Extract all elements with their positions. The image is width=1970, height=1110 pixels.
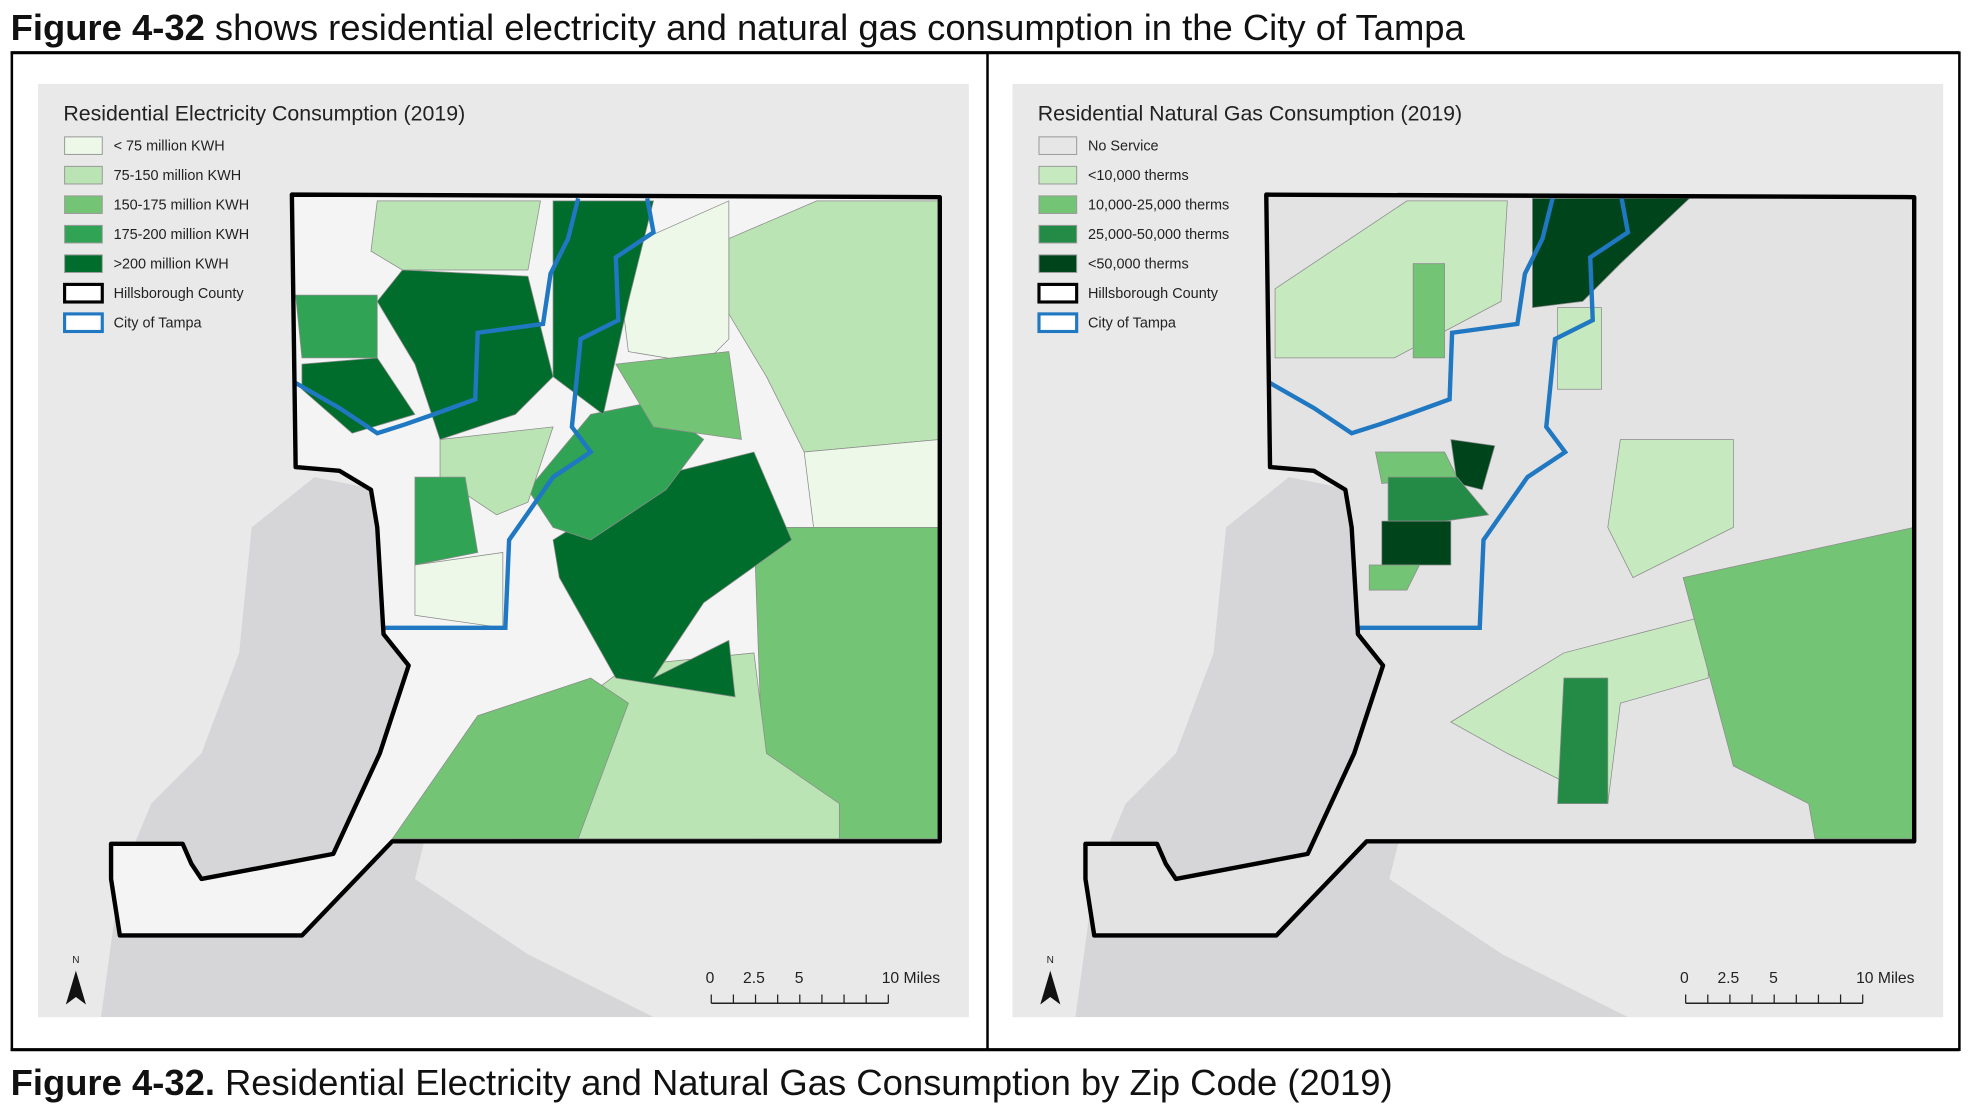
- legend-label: Hillsborough County: [114, 286, 245, 302]
- map-title: Residential Electricity Consumption (201…: [63, 102, 465, 126]
- legend-label: <10,000 therms: [1088, 168, 1189, 184]
- scale-label: 5: [1769, 970, 1778, 987]
- legend-label: 75-150 million KWH: [114, 168, 242, 184]
- legend-swatch: [64, 136, 103, 155]
- legend-swatch: [64, 165, 103, 185]
- heading: Figure 4-32 shows residential electricity…: [11, 7, 1466, 48]
- legend-swatch: [64, 224, 103, 244]
- map-overlays: Residential Electricity Consumption (201…: [63, 102, 1915, 1005]
- electricity-map: [38, 84, 969, 1018]
- north-arrow: [65, 970, 86, 1005]
- legend-label: >200 million KWH: [114, 257, 229, 273]
- map-annotations: Residential Electricity Consumption (201…: [63, 102, 940, 1005]
- legend-label: City of Tampa: [114, 316, 203, 332]
- legend-label: 175-200 million KWH: [114, 227, 250, 243]
- north-label: N: [72, 955, 79, 966]
- scale-label: 10 Miles: [882, 970, 941, 987]
- scale-label: 5: [795, 970, 804, 987]
- caption: Figure 4-32. Residential Electricity and …: [11, 1062, 1393, 1103]
- zip-areas: [1274, 198, 1915, 840]
- caption-label: Figure 4-32.: [11, 1062, 215, 1103]
- scale-label: 2.5: [1717, 970, 1739, 987]
- legend-label: 25,000-50,000 therms: [1088, 227, 1229, 243]
- scale-label: 0: [706, 970, 715, 987]
- zip-areas: [295, 200, 941, 840]
- legend-swatch: [64, 254, 103, 273]
- legend-swatch: [64, 195, 103, 214]
- legend-swatch: [1038, 224, 1078, 244]
- legend-swatch: [63, 282, 104, 304]
- legend-swatch: [1038, 165, 1078, 185]
- legend-swatch: [1037, 312, 1079, 334]
- caption-text: Residential Electricity and Natural Gas …: [225, 1062, 1393, 1103]
- scale-label: 2.5: [743, 970, 765, 987]
- legend-label: Hillsborough County: [1088, 286, 1219, 302]
- figure-label: Figure 4-32: [11, 7, 205, 48]
- map-title: Residential Natural Gas Consumption (201…: [1038, 102, 1462, 126]
- legend-swatch: [1038, 136, 1078, 155]
- legend-swatch: [63, 312, 104, 334]
- north-arrow: [1040, 970, 1061, 1005]
- legend-label: 10,000-25,000 therms: [1088, 198, 1229, 214]
- legend-label: 150-175 million KWH: [114, 198, 250, 214]
- legend-label: <50,000 therms: [1088, 257, 1189, 273]
- legend-label: < 75 million KWH: [114, 139, 225, 155]
- legend-swatch: [1038, 254, 1078, 273]
- legend-label: No Service: [1088, 139, 1159, 155]
- legend-swatch: [1038, 195, 1078, 214]
- legend-label: City of Tampa: [1088, 316, 1177, 332]
- map-annotations: Residential Natural Gas Consumption (201…: [1037, 102, 1915, 1005]
- heading-text: shows residential electricity and natura…: [215, 7, 1466, 48]
- legend-swatch: [1037, 282, 1079, 304]
- scale-label: 10 Miles: [1856, 970, 1915, 987]
- north-label: N: [1047, 955, 1054, 966]
- scale-label: 0: [1680, 970, 1689, 987]
